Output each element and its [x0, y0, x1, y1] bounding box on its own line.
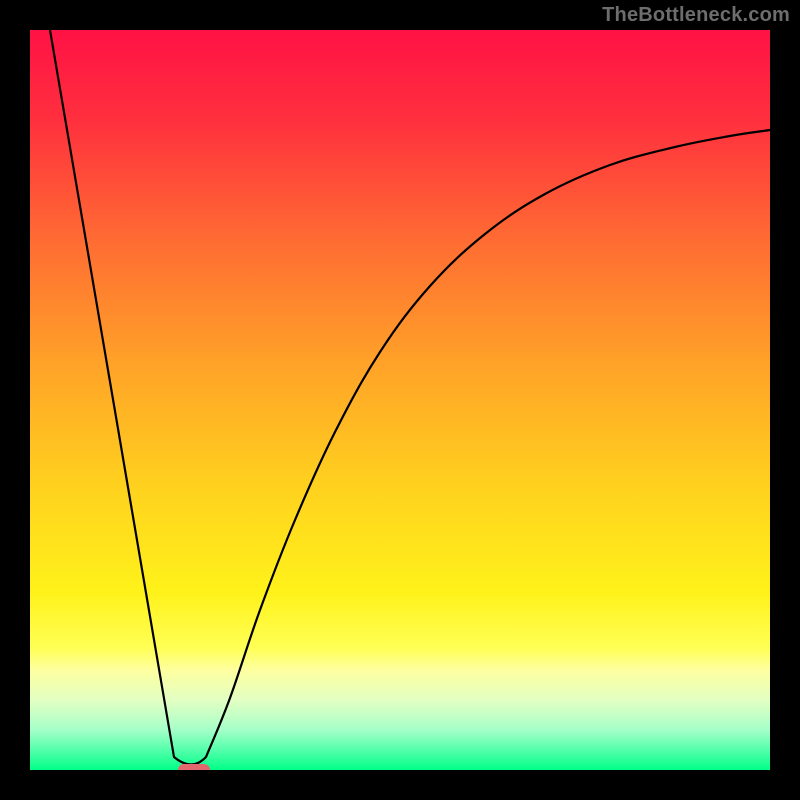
- curve-path: [50, 30, 770, 765]
- chart-canvas: TheBottleneck.com: [0, 0, 800, 800]
- bottleneck-curve: [30, 30, 770, 770]
- watermark-text: TheBottleneck.com: [602, 4, 790, 27]
- min-marker: [178, 764, 210, 770]
- plot-area: [30, 30, 770, 770]
